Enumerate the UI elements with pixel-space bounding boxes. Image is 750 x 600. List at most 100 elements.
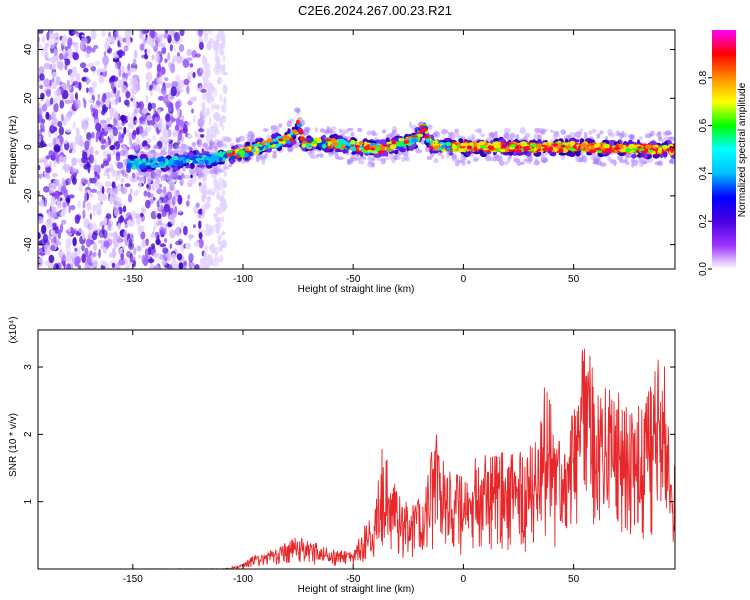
spectrogram-noise-cell — [132, 172, 136, 179]
spectrogram-noise-cell — [106, 153, 112, 159]
spectrogram-halo-cell — [213, 167, 220, 172]
spectrogram-noise-cell — [107, 173, 111, 180]
spectrogram-noise-cell — [45, 111, 50, 120]
spectrogram-noise-cell — [221, 124, 225, 131]
spectrogram-halo-cell — [607, 156, 612, 162]
spectrogram-noise-cell — [43, 186, 50, 193]
spectrogram-core-cell — [399, 143, 406, 147]
spectrogram-core-cell — [523, 146, 527, 152]
spectrogram-noise-cell — [115, 242, 122, 247]
spectrogram-noise-cell — [133, 247, 137, 256]
spectrogram-noise-cell — [150, 41, 155, 48]
spectrogram-noise-cell — [54, 39, 60, 43]
spectrogram-band-cell — [351, 151, 356, 155]
spectrogram-noise-cell — [47, 39, 55, 46]
spectrogram-noise-cell — [41, 224, 47, 235]
spectrogram-halo-cell — [148, 150, 155, 154]
spectrogram-halo-cell — [371, 130, 376, 137]
spectrogram-noise-cell — [110, 98, 116, 106]
spectrogram-noise-cell — [132, 58, 137, 65]
spectrogram-noise-cell — [75, 72, 81, 83]
spectrogram-core-cell — [289, 137, 294, 143]
spectrogram-band-cell — [549, 152, 557, 157]
spectrogram-noise-cell — [46, 31, 50, 41]
spectrogram-noise-cell — [220, 216, 225, 223]
spectrogram-halo-cell — [309, 155, 315, 159]
spectrogram-noise-cell — [54, 225, 59, 234]
spectrogram-noise-cell — [185, 242, 192, 250]
spectrogram-core-cell — [603, 143, 610, 149]
spectrogram-noise-cell — [57, 229, 61, 240]
spectrogram-noise-cell — [187, 133, 193, 140]
spectrogram-core-cell — [159, 161, 165, 167]
spectrogram-core-cell — [145, 162, 151, 166]
spectrogram-core-cell — [226, 153, 234, 157]
spectrogram-noise-cell — [203, 77, 207, 84]
spectrogram-noise-cell — [215, 206, 221, 213]
spectrogram-core-cell — [330, 138, 336, 143]
spectrogram-noise-cell — [211, 225, 216, 236]
spectrogram-noise-cell — [126, 250, 132, 258]
spectrogram-halo-cell — [629, 134, 634, 141]
spectrogram-noise-cell — [151, 54, 155, 61]
spectrogram-core-cell — [127, 159, 132, 164]
spectrogram-noise-cell — [133, 49, 138, 59]
spectrogram-halo-cell — [472, 157, 479, 162]
spectrogram-halo-cell — [591, 128, 597, 134]
spectrogram-noise-cell — [117, 61, 121, 70]
spectrogram-halo-cell — [514, 159, 519, 164]
spectrogram-noise-cell — [134, 119, 141, 124]
spectrogram-noise-cell — [134, 189, 139, 196]
spectrogram-halo-cell — [385, 155, 389, 160]
spectrogram-noise-cell — [87, 137, 91, 147]
spectrogram-band-cell — [537, 138, 542, 145]
spectrogram-halo-cell — [197, 174, 202, 180]
spectrogram-band-cell — [393, 149, 399, 155]
spectrogram-x-label: Height of straight line (km) — [298, 284, 415, 295]
spectrogram-noise-cell — [163, 204, 171, 213]
snr-x-tick-label: 0 — [461, 574, 467, 585]
spectrogram-noise-cell — [163, 33, 171, 39]
spectrogram-halo-cell — [549, 129, 554, 133]
spectrogram-noise-cell — [181, 221, 184, 229]
spectrogram-noise-cell — [51, 71, 57, 79]
spectrogram-x-tick-label: 50 — [568, 274, 580, 285]
spectrogram-halo-cell — [196, 169, 204, 175]
spectrogram-noise-cell — [103, 246, 107, 255]
spectrogram-noise-cell — [164, 113, 171, 123]
spectrogram-noise-cell — [191, 108, 194, 114]
spectrogram-noise-cell — [141, 113, 147, 118]
spectrogram-core-cell — [531, 142, 536, 148]
spectrogram-halo-cell — [202, 142, 209, 148]
spectrogram-noise-cell — [40, 238, 46, 247]
spectrogram-noise-cell — [208, 115, 212, 126]
spectrogram-halo-cell — [381, 129, 387, 134]
spectrogram-noise-cell — [48, 235, 51, 241]
spectrogram-core-cell — [668, 147, 675, 151]
spectrogram-noise-cell — [108, 232, 115, 237]
spectrogram-halo-cell — [350, 131, 355, 137]
spectrogram-core-cell — [379, 145, 386, 151]
spectrogram-noise-cell — [65, 52, 69, 57]
spectrogram-noise-cell — [84, 192, 88, 203]
spectrogram-noise-cell — [192, 115, 196, 123]
spectrogram-noise-cell — [85, 238, 92, 248]
spectrogram-marks — [38, 30, 675, 269]
spectrogram-noise-cell — [210, 96, 216, 102]
spectrogram-halo-cell — [588, 130, 593, 135]
spectrogram-core-cell — [272, 138, 278, 142]
spectrogram-noise-cell — [198, 220, 202, 229]
spectrogram-noise-cell — [186, 57, 193, 62]
spectrogram-halo-cell — [160, 150, 167, 156]
spectrogram-noise-cell — [138, 30, 143, 34]
spectrogram-y-tick-label: -20 — [23, 188, 34, 203]
spectrogram-noise-cell — [159, 243, 166, 248]
spectrogram-noise-cell — [201, 168, 209, 175]
spectrogram-core-cell — [299, 136, 305, 142]
spectrogram-core-cell — [306, 138, 314, 142]
spectrogram-noise-cell — [169, 217, 175, 225]
spectrogram-noise-cell — [38, 201, 42, 206]
spectrogram-noise-cell — [61, 219, 67, 225]
spectrogram-halo-cell — [235, 137, 241, 143]
